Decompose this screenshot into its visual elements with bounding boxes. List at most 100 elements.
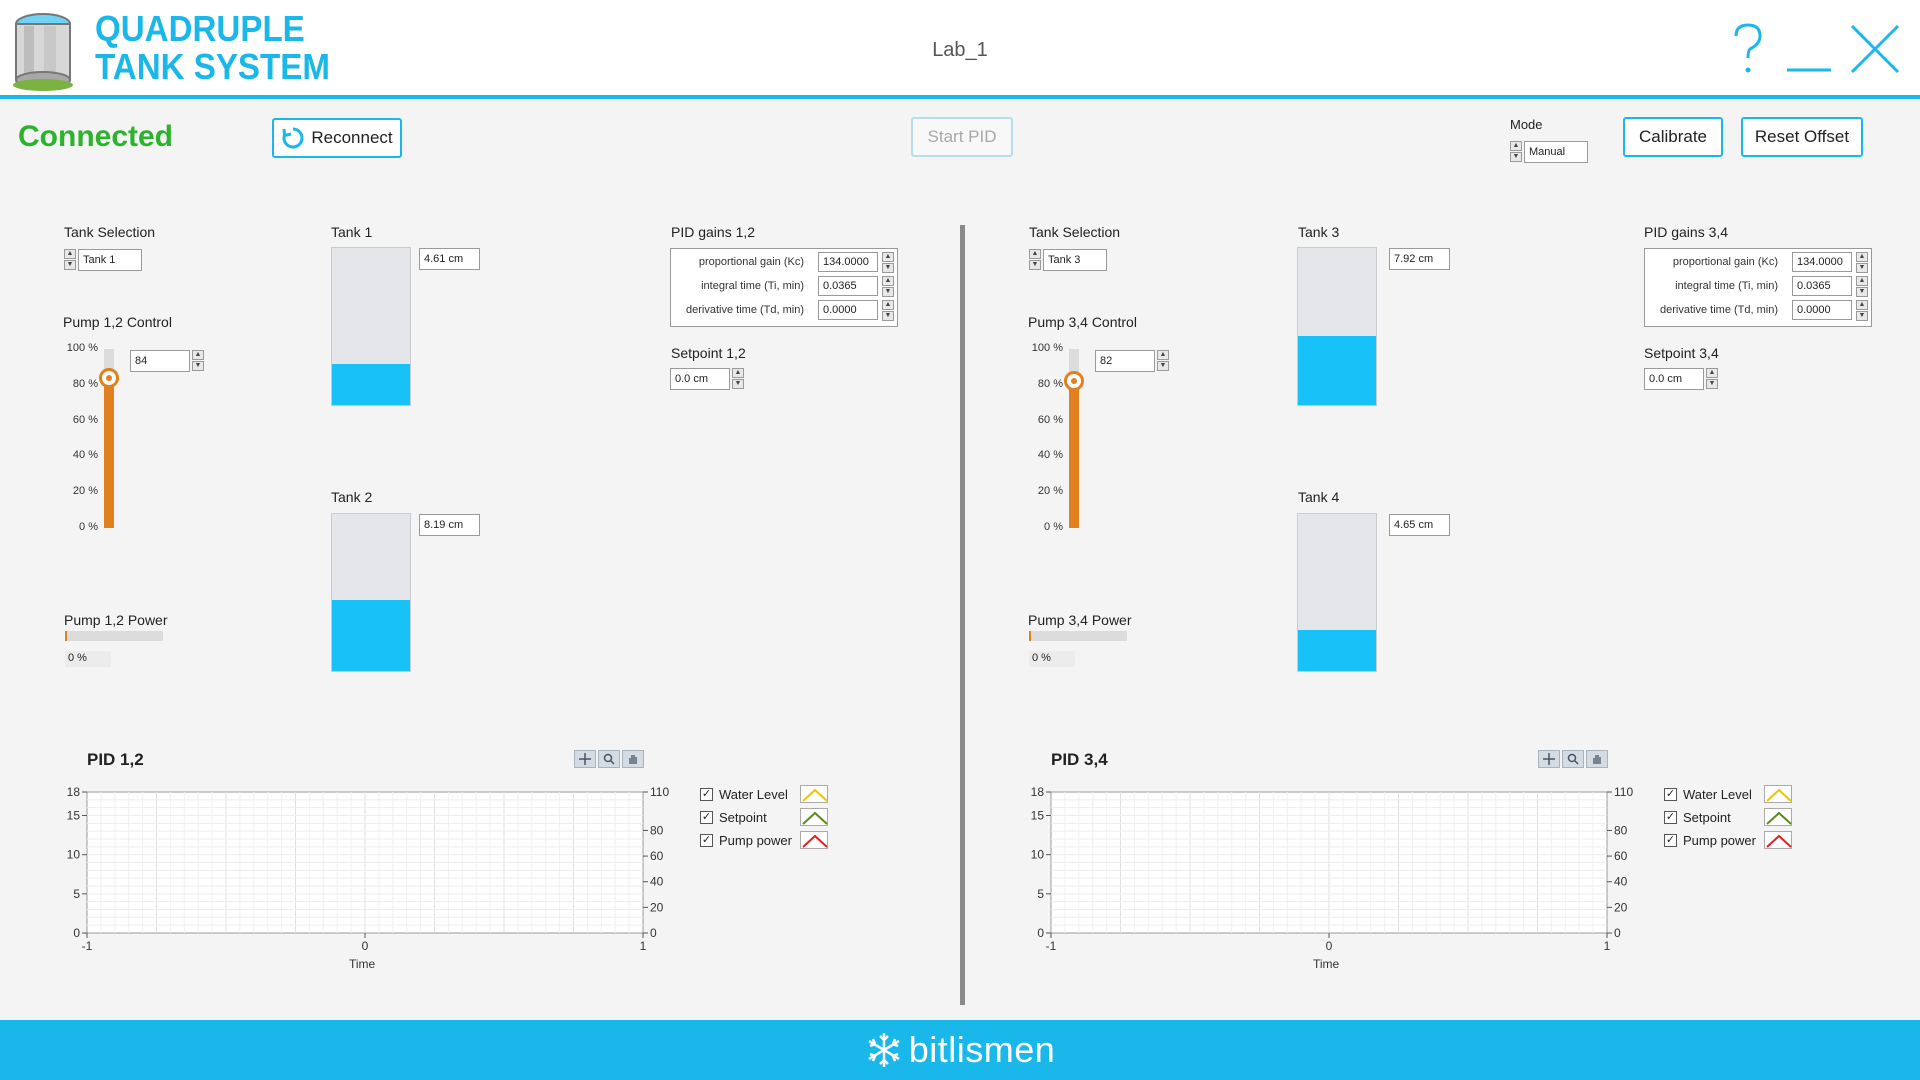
calibrate-button[interactable]: Calibrate [1623,117,1723,157]
down-arrow-icon[interactable]: ▼ [1157,361,1169,371]
pump-slider-thumb-right[interactable] [1064,371,1084,392]
up-arrow-icon[interactable]: ▲ [1856,252,1868,262]
y-tick-label-left: 18 [1031,785,1045,799]
reconnect-button[interactable]: Reconnect [272,118,402,158]
up-arrow-icon[interactable]: ▲ [64,249,76,259]
setpoint-spinner-right[interactable]: ▲ ▼ [1706,368,1718,389]
y-tick-label-right: 40 [650,875,664,889]
tank-selection-input-right[interactable]: Tank 3 [1043,249,1107,271]
tank-selection-spinner-left[interactable]: ▲ ▼ [64,249,76,270]
chart-tools-left [574,750,644,768]
down-arrow-icon[interactable]: ▼ [1706,379,1718,389]
down-arrow-icon[interactable]: ▼ [882,263,894,273]
legend-swatch[interactable] [800,831,828,849]
down-arrow-icon[interactable]: ▼ [1029,260,1041,270]
legend-label: Pump power [1683,833,1756,848]
down-arrow-icon[interactable]: ▼ [1856,311,1868,321]
kc-spinner-right[interactable]: ▲ ▼ [1856,252,1868,273]
tank-selection-spinner-right[interactable]: ▲ ▼ [1029,249,1041,270]
legend-checkbox[interactable]: ✓ [1664,834,1677,847]
close-icon[interactable] [1848,22,1902,76]
down-arrow-icon[interactable]: ▼ [192,361,204,371]
ti-spinner-left[interactable]: ▲ ▼ [882,276,894,297]
legend-swatch[interactable] [1764,808,1792,826]
mode-select[interactable]: Manual [1524,141,1588,163]
zoom-icon[interactable] [1562,750,1584,768]
pump-power-fill-left [65,631,67,641]
slider-tick-label: 60 % [72,413,98,426]
legend-item[interactable]: ✓ Setpoint [700,810,767,825]
legend-item[interactable]: ✓ Water Level [700,787,788,802]
ti-input-right[interactable]: 0.0365 [1792,276,1852,296]
setpoint-spinner-left[interactable]: ▲ ▼ [732,368,744,389]
up-arrow-icon[interactable]: ▲ [882,252,894,262]
pump-control-spinner-right[interactable]: ▲ ▼ [1157,350,1169,371]
pump-control-label-left: Pump 1,2 Control [63,314,172,330]
legend-checkbox[interactable]: ✓ [1664,811,1677,824]
y-tick-label-right: 20 [1614,900,1628,914]
pump-control-spinner-left[interactable]: ▲ ▼ [192,350,204,371]
mode-down-arrow-icon[interactable]: ▼ [1510,152,1522,162]
up-arrow-icon[interactable]: ▲ [882,276,894,286]
up-arrow-icon[interactable]: ▲ [1706,368,1718,378]
pump-slider-thumb-left[interactable] [99,367,119,388]
up-arrow-icon[interactable]: ▲ [192,350,204,360]
ti-input-left[interactable]: 0.0365 [818,276,878,296]
start-pid-button[interactable]: Start PID [911,117,1013,157]
legend-item[interactable]: ✓ Pump power [700,833,792,848]
up-arrow-icon[interactable]: ▲ [1157,350,1169,360]
ti-spinner-right[interactable]: ▲ ▼ [1856,276,1868,297]
y-tick-label-right: 60 [650,849,664,863]
down-arrow-icon[interactable]: ▼ [1856,263,1868,273]
down-arrow-icon[interactable]: ▼ [882,287,894,297]
legend-swatch[interactable] [800,808,828,826]
td-spinner-right[interactable]: ▲ ▼ [1856,300,1868,321]
legend-checkbox[interactable]: ✓ [700,834,713,847]
reset-offset-button[interactable]: Reset Offset [1741,117,1863,157]
down-arrow-icon[interactable]: ▼ [1856,287,1868,297]
td-input-left[interactable]: 0.0000 [818,300,878,320]
mode-up-arrow-icon[interactable]: ▲ [1510,141,1522,151]
pump-control-input-left[interactable]: 84 [130,350,190,372]
legend-checkbox[interactable]: ✓ [700,788,713,801]
pan-hand-icon[interactable] [622,750,644,768]
up-arrow-icon[interactable]: ▲ [1856,276,1868,286]
legend-swatch[interactable] [1764,785,1792,803]
setpoint-input-left[interactable]: 0.0 cm [670,368,730,390]
up-arrow-icon[interactable]: ▲ [1029,249,1041,259]
zoom-icon[interactable] [598,750,620,768]
crosshair-icon[interactable] [1538,750,1560,768]
up-arrow-icon[interactable]: ▲ [1856,300,1868,310]
tank-selection-input-left[interactable]: Tank 1 [78,249,142,271]
setpoint-input-right[interactable]: 0.0 cm [1644,368,1704,390]
kc-spinner-left[interactable]: ▲ ▼ [882,252,894,273]
minimize-icon[interactable] [1785,22,1833,76]
legend-item[interactable]: ✓ Setpoint [1664,810,1731,825]
y-tick-label-left: 10 [1031,848,1045,862]
legend-item[interactable]: ✓ Water Level [1664,787,1752,802]
legend-swatch[interactable] [800,785,828,803]
pan-hand-icon[interactable] [1586,750,1608,768]
legend-checkbox[interactable]: ✓ [1664,788,1677,801]
legend-swatch[interactable] [1764,831,1792,849]
legend-checkbox[interactable]: ✓ [700,811,713,824]
mode-spinner[interactable]: ▲ ▼ [1510,141,1522,162]
up-arrow-icon[interactable]: ▲ [882,300,894,310]
kc-input-right[interactable]: 134.0000 [1792,252,1852,272]
tank-2-gauge [331,513,411,672]
slider-tick-label: 80 % [72,377,98,390]
help-icon[interactable] [1730,22,1766,76]
crosshair-icon[interactable] [574,750,596,768]
x-tick-label: 1 [1604,939,1611,953]
kc-input-left[interactable]: 134.0000 [818,252,878,272]
down-arrow-icon[interactable]: ▼ [732,379,744,389]
td-input-right[interactable]: 0.0000 [1792,300,1852,320]
up-arrow-icon[interactable]: ▲ [732,368,744,378]
down-arrow-icon[interactable]: ▼ [882,311,894,321]
down-arrow-icon[interactable]: ▼ [64,260,76,270]
td-spinner-left[interactable]: ▲ ▼ [882,300,894,321]
pump-control-input-right[interactable]: 82 [1095,350,1155,372]
legend-item[interactable]: ✓ Pump power [1664,833,1756,848]
